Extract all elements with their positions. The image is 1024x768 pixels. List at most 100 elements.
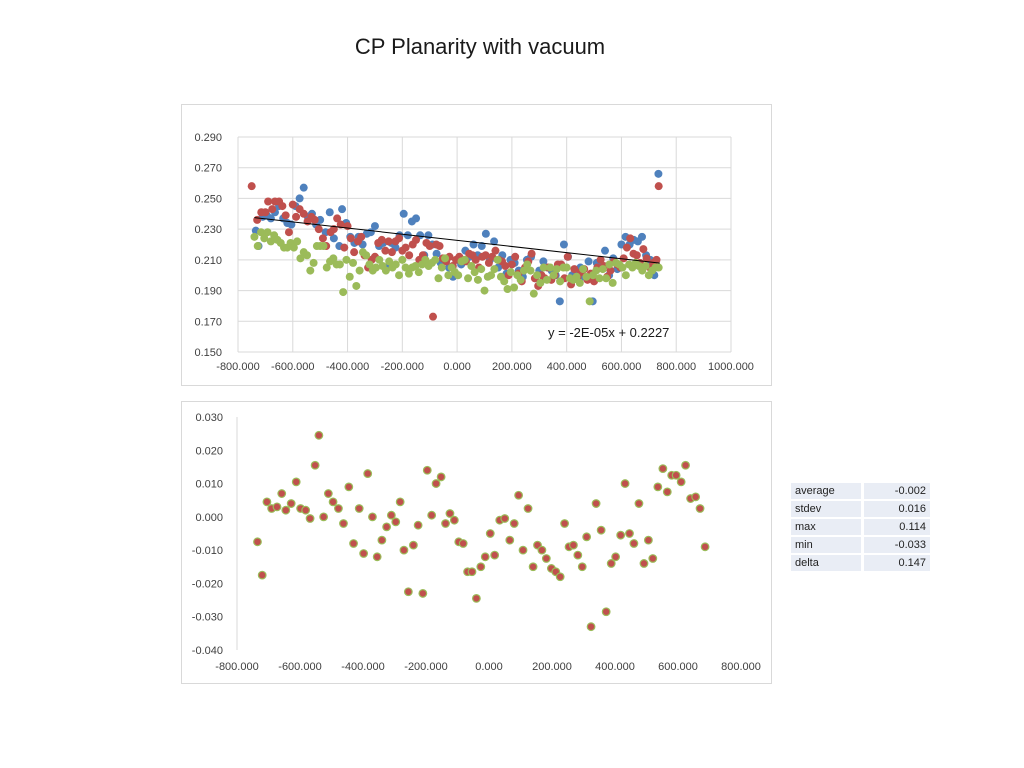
data-point-series-2: [471, 255, 480, 264]
data-point-series-3: [500, 277, 509, 286]
data-point-series-3: [309, 258, 318, 267]
residual-point: [427, 510, 437, 520]
data-point-series-3: [542, 275, 551, 284]
data-point-series-3: [253, 242, 262, 251]
data-point-series-2: [412, 235, 421, 244]
data-point-series-2: [632, 251, 641, 260]
stats-table: average -0.002 stdev 0.016 max 0.114 min…: [791, 481, 930, 573]
data-point-series-1: [555, 297, 564, 306]
data-point-series-2: [387, 248, 396, 257]
data-point-series-3: [293, 237, 302, 246]
residual-point: [431, 479, 441, 488]
data-point-series-3: [260, 234, 269, 243]
data-point-series-3: [562, 263, 571, 272]
data-point-series-1: [399, 209, 408, 218]
data-point-series-3: [529, 289, 538, 298]
data-point-series-3: [441, 254, 450, 263]
data-point-series-3: [401, 263, 410, 272]
residual-chart-svg: -0.040 -0.030 -0.020 -0.010 0.000 0.010 0.020 0…: [192, 412, 761, 673]
data-point-series-2: [284, 228, 293, 237]
data-point-series-3: [602, 274, 611, 283]
residual-point: [368, 512, 377, 522]
data-point-series-3: [641, 262, 650, 270]
data-point-series-2: [481, 251, 490, 260]
data-point-series-3: [339, 288, 348, 297]
data-point-series-3: [431, 255, 440, 264]
data-point-series-3: [421, 255, 430, 264]
residual-point: [441, 519, 450, 528]
residual-point: [560, 519, 570, 528]
data-point-series-1: [559, 240, 568, 249]
y-tick-label: 0.150: [194, 347, 222, 359]
stat-value: -0.002: [861, 483, 930, 499]
data-point-series-3: [654, 263, 663, 272]
residual-point: [611, 552, 621, 562]
residual-point: [596, 525, 606, 535]
data-point-series-3: [335, 260, 344, 269]
data-point-series-3: [579, 265, 588, 274]
data-point-series-3: [289, 243, 298, 252]
data-point-series-3: [598, 265, 607, 274]
data-point-series-2: [268, 205, 277, 214]
residual-point: [449, 515, 459, 525]
residual-point: [695, 504, 705, 513]
data-point-series-3: [329, 254, 338, 263]
residual-point: [399, 545, 409, 555]
residual-point: [485, 529, 495, 538]
x-tick-label: -800.000: [216, 361, 259, 373]
data-point-series-1: [412, 214, 421, 223]
data-point-series-2: [652, 255, 661, 264]
residual-point: [395, 497, 405, 507]
data-point-series-3: [250, 232, 259, 241]
residual-point: [586, 622, 596, 632]
y-tick-label: -0.040: [192, 645, 223, 657]
residual-point: [653, 482, 663, 492]
residual-point: [555, 572, 565, 582]
data-point-series-3: [303, 251, 312, 260]
planarity-points: [247, 169, 663, 321]
data-point-series-2: [639, 245, 648, 254]
data-point-series-3: [414, 268, 423, 277]
data-point-series-1: [370, 222, 379, 231]
data-point-series-3: [516, 275, 525, 284]
residual-point: [528, 562, 538, 572]
data-point-series-2: [278, 202, 287, 211]
data-point-series-3: [362, 251, 371, 260]
data-point-series-2: [491, 246, 500, 255]
residual-point: [422, 465, 432, 475]
data-point-series-3: [444, 271, 453, 280]
y-tick-label: 0.020: [195, 445, 223, 457]
data-point-series-2: [606, 266, 615, 275]
data-point-series-3: [349, 258, 358, 267]
residual-point: [408, 540, 418, 550]
data-point-series-3: [595, 274, 604, 283]
data-point-series-3: [618, 263, 627, 272]
y-tick-label: 0.010: [195, 479, 223, 491]
residual-point: [372, 552, 382, 562]
stats-row-max: max 0.114: [791, 519, 930, 535]
x-tick-label: 400.000: [595, 661, 635, 673]
data-point-series-3: [493, 255, 502, 264]
data-point-series-3: [454, 271, 463, 280]
data-point-series-2: [429, 312, 438, 321]
stat-value: 0.147: [861, 555, 930, 571]
stats-row-stdev: stdev 0.016: [791, 501, 930, 517]
residual-point: [691, 492, 701, 502]
x-tick-label: 200.000: [492, 361, 532, 373]
data-point-series-2: [318, 234, 327, 243]
data-point-series-3: [322, 263, 331, 272]
residual-point: [386, 510, 396, 520]
residual-point: [281, 505, 291, 515]
data-point-series-2: [314, 225, 323, 234]
data-point-series-1: [316, 215, 325, 224]
data-point-series-3: [306, 266, 315, 275]
data-point-series-1: [266, 214, 275, 223]
data-point-series-3: [345, 272, 354, 281]
data-point-series-3: [523, 260, 532, 269]
residual-point: [569, 540, 578, 550]
data-point-series-3: [546, 263, 555, 272]
y-tick-label: 0.000: [195, 512, 223, 524]
data-point-series-2: [626, 234, 635, 243]
data-point-series-2: [619, 254, 628, 263]
data-point-series-3: [395, 271, 404, 280]
